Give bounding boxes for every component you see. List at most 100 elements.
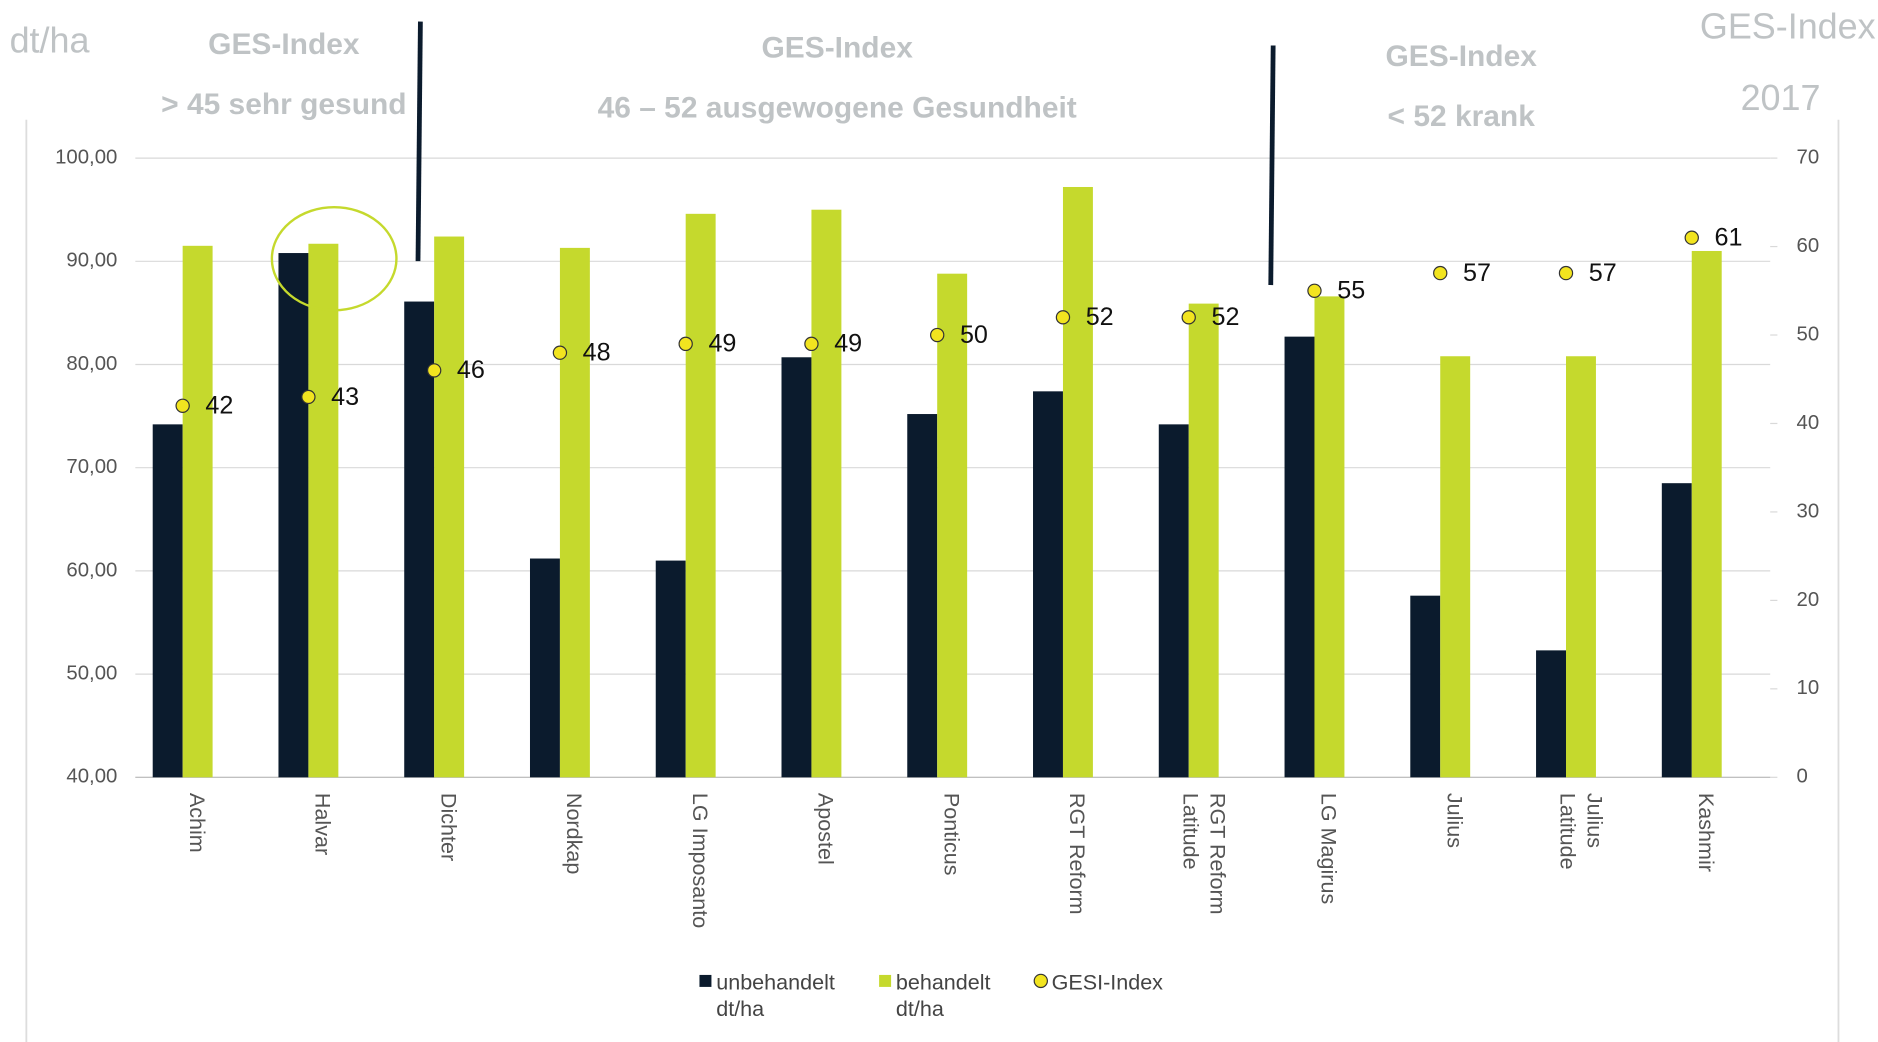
bar: [1536, 650, 1566, 778]
left-unit: dt/ha: [10, 20, 90, 61]
data-label: 57: [1589, 259, 1617, 287]
data-label: 48: [583, 339, 611, 367]
legend-marker: [1033, 973, 1048, 989]
legend-marker: [699, 974, 712, 987]
point: [1433, 265, 1448, 281]
bar: [152, 424, 183, 778]
data-label: 55: [1337, 277, 1365, 305]
y-tick-label: 100,00: [55, 146, 117, 168]
bar: [434, 236, 465, 778]
point: [804, 336, 819, 352]
right-unit: GES-Index: [1700, 5, 1876, 46]
data-label: 50: [960, 321, 988, 349]
bar: [1410, 595, 1441, 778]
y2-tick-label: 70: [1797, 146, 1820, 168]
point: [175, 398, 190, 413]
data-label: 52: [1211, 303, 1239, 331]
y2-tick-label: 20: [1797, 589, 1820, 611]
y-tick-label: 80,00: [66, 353, 117, 375]
point: [1055, 310, 1071, 325]
x-tick-label: Halvar: [311, 793, 336, 855]
bar: [404, 301, 435, 778]
bar: [1062, 186, 1093, 778]
legend-label: GESI-Index: [1052, 969, 1164, 994]
zone-title: GES-Index: [1386, 40, 1538, 73]
x-tick-label: Achim: [185, 793, 210, 853]
x-tick-label: Nordkap: [562, 793, 587, 874]
bar: [308, 243, 339, 778]
point: [552, 345, 568, 360]
bar: [781, 357, 812, 778]
legend-label: behandelt dt/ha: [896, 969, 991, 1021]
y-tick-label: 60,00: [66, 559, 117, 581]
zone-subtitle: > 45 sehr gesund: [161, 88, 406, 121]
y-tick-label: 70,00: [66, 456, 117, 478]
bar: [278, 253, 309, 778]
bar: [1284, 336, 1315, 778]
zone-title: GES-Index: [208, 28, 360, 61]
bar: [907, 414, 938, 778]
point: [1307, 283, 1322, 298]
bar: [685, 213, 716, 778]
point: [930, 327, 945, 343]
data-label: 61: [1715, 224, 1743, 252]
x-tick-label: Dichter: [436, 793, 461, 861]
bar: [1565, 356, 1596, 778]
y-tick-label: 50,00: [66, 662, 117, 684]
year: 2017: [1741, 77, 1821, 118]
x-tick-label: Julius: [1442, 793, 1467, 848]
bar: [559, 247, 590, 778]
bar: [1440, 356, 1471, 778]
bar: [1033, 391, 1063, 778]
y-tick-label: 40,00: [66, 766, 117, 788]
bar: [1661, 483, 1692, 778]
y2-tick-label: 10: [1797, 677, 1820, 699]
bar: [1314, 296, 1345, 778]
plot-area: 40,00 50,00 60,00 70,00 80,00 90,00 100,00 0 10 2…: [55, 146, 1819, 1021]
data-label: 43: [331, 383, 359, 411]
point: [1181, 310, 1196, 325]
x-tick-label: Apostel: [814, 793, 839, 865]
y-tick-label: 90,00: [66, 250, 117, 272]
data-label: 57: [1463, 259, 1491, 287]
x-tick-label: RGT ReformLatitude: [1178, 793, 1230, 915]
zone-divider: [415, 21, 423, 262]
data-label: 46: [457, 356, 485, 384]
data-label: 52: [1086, 303, 1114, 331]
bar: [1158, 424, 1189, 778]
bar: [811, 209, 842, 778]
zone-divider: [1268, 45, 1276, 286]
point: [301, 389, 316, 405]
x-tick-label: LG Magirus: [1317, 793, 1342, 904]
y2-tick-label: 60: [1797, 235, 1820, 257]
bar: [182, 245, 213, 778]
y2-tick-label: 50: [1797, 323, 1820, 345]
data-label: 49: [834, 330, 862, 358]
point: [1558, 265, 1574, 281]
point: [678, 336, 693, 352]
y2-tick-label: 30: [1797, 500, 1820, 522]
x-tick-label: Kashmir: [1694, 793, 1719, 872]
bar: [1188, 303, 1219, 778]
bar: [937, 273, 968, 778]
data-label: 42: [205, 392, 233, 420]
zone-subtitle: < 52 krank: [1388, 100, 1536, 133]
legend-marker: [879, 974, 892, 987]
highlight-circle: [270, 206, 398, 312]
x-tick-label: RGT Reform: [1065, 793, 1090, 915]
bar: [1691, 250, 1722, 778]
x-tick-label: JuliusLatitude: [1556, 793, 1608, 870]
point: [426, 363, 442, 378]
zone-title: GES-Index: [762, 31, 914, 64]
x-tick-label: Ponticus: [939, 793, 964, 876]
point: [1684, 230, 1699, 245]
x-tick-label: LG Imposanto: [688, 793, 713, 928]
zone-subtitle: 46 – 52 ausgewogene Gesundheit: [598, 91, 1077, 124]
y2-tick-label: 40: [1797, 412, 1820, 434]
bar: [655, 560, 686, 778]
y2-tick-label: 0: [1797, 766, 1808, 788]
data-label: 49: [708, 330, 736, 358]
legend-label: unbehandelt dt/ha: [716, 969, 835, 1021]
bar: [529, 558, 560, 778]
